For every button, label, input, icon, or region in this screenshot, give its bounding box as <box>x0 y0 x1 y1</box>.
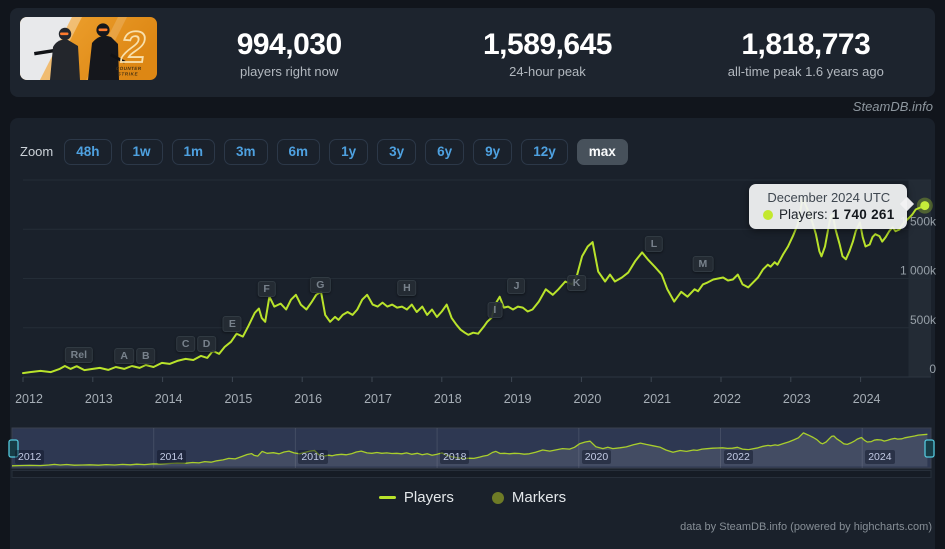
x-axis-label-2023: 2023 <box>783 392 811 406</box>
alltime-peak-value: 1,818,773 <box>741 28 871 61</box>
current-players-value: 994,030 <box>236 28 342 61</box>
navigator-label-2022: 2022 <box>723 450 753 464</box>
hovered-point-marker[interactable] <box>920 201 930 211</box>
app-header: 2 COUNTER STRIKE 994,030 players right n… <box>10 8 935 97</box>
zoom-label: Zoom <box>20 144 54 160</box>
x-axis-label-2024: 2024 <box>853 392 881 406</box>
legend-item-players[interactable]: Players <box>378 489 454 506</box>
navigator-label-2024: 2024 <box>865 450 895 464</box>
flag-marker-F[interactable]: F <box>257 280 276 297</box>
peak-24h-label: 24-hour peak <box>509 64 586 79</box>
flag-marker-D[interactable]: D <box>196 336 217 352</box>
player-stats: 994,030 players right now 1,589,645 24-h… <box>160 8 935 97</box>
game-capsule-image: 2 COUNTER STRIKE <box>20 17 157 80</box>
players-line-swatch-icon <box>378 496 396 499</box>
zoom-button-1w[interactable]: 1w <box>120 139 163 165</box>
y-axis-label-500k: 500k <box>910 313 937 327</box>
flag-marker-A[interactable]: A <box>114 347 134 364</box>
navigator-handle-left[interactable] <box>8 439 19 458</box>
y-axis-label-0: 0 <box>929 362 936 376</box>
x-axis-label-2013: 2013 <box>85 392 113 406</box>
zoom-button-6m[interactable]: 6m <box>276 139 321 165</box>
zoom-button-3m[interactable]: 3m <box>224 139 268 165</box>
flag-marker-I[interactable]: I <box>487 302 503 319</box>
legend-markers-label: Markers <box>511 489 567 506</box>
zoom-button-3y[interactable]: 3y <box>377 139 417 165</box>
flag-marker-J[interactable]: J <box>507 277 526 294</box>
x-axis-label-2018: 2018 <box>434 392 462 406</box>
chart-credits-link[interactable]: data by SteamDB.info (powered by highcha… <box>680 521 932 533</box>
tooltip-date: December 2024 UTC <box>767 190 891 205</box>
x-axis-label-2017: 2017 <box>364 392 392 406</box>
zoom-button-max[interactable]: max <box>576 139 628 165</box>
zoom-range-selector: Zoom 48h 1w 1m 3m 6m 1y 3y 6y 9y 12y max <box>20 139 628 165</box>
soldier-silhouettes <box>34 23 126 80</box>
svg-text:STRIKE: STRIKE <box>117 72 138 77</box>
navigator-label-2012: 2012 <box>15 450 45 464</box>
navigator-label-2016: 2016 <box>298 450 328 464</box>
navigator-label-2018: 2018 <box>440 450 470 464</box>
zoom-button-1y[interactable]: 1y <box>329 139 369 165</box>
zoom-button-9y[interactable]: 9y <box>473 139 513 165</box>
peak-24h-value: 1,589,645 <box>483 28 612 61</box>
navigator-label-2014: 2014 <box>156 450 187 464</box>
alltime-peak-label: all-time peak 1.6 years ago <box>727 64 884 79</box>
flag-marker-B[interactable]: B <box>136 347 156 364</box>
x-axis-label-2022: 2022 <box>713 392 741 406</box>
stat-current-players: 994,030 players right now <box>160 8 418 97</box>
x-axis-label-2012: 2012 <box>15 392 43 406</box>
chart-tooltip: December 2024 UTC Players: 1 740 261 <box>749 184 907 229</box>
zoom-button-48h[interactable]: 48h <box>64 139 112 165</box>
flag-marker-L[interactable]: L <box>644 235 664 252</box>
svg-text:COUNTER: COUNTER <box>116 66 142 71</box>
zoom-button-12y[interactable]: 12y <box>521 139 568 165</box>
y-axis-label-1000k: 1 000k <box>900 264 937 278</box>
flag-marker-E[interactable]: E <box>222 315 242 332</box>
x-axis-label-2021: 2021 <box>643 392 671 406</box>
zoom-button-1m[interactable]: 1m <box>171 139 216 165</box>
stat-24h-peak: 1,589,645 24-hour peak <box>418 8 676 97</box>
series-color-dot-icon <box>763 209 773 220</box>
x-axis-label-2015: 2015 <box>224 392 252 406</box>
tooltip-series-label: Players: <box>779 207 828 222</box>
flag-marker-H[interactable]: H <box>397 279 417 296</box>
stat-alltime-peak: 1,818,773 all-time peak 1.6 years ago <box>677 8 935 97</box>
tooltip-players-row: Players: 1 740 261 <box>763 207 895 222</box>
navigator-label-2020: 2020 <box>581 450 612 464</box>
flag-marker-Rel[interactable]: Rel <box>64 346 93 363</box>
legend-item-markers[interactable]: Markers <box>491 489 567 506</box>
navigator-handle-right[interactable] <box>924 439 935 458</box>
flag-marker-M[interactable]: M <box>692 255 714 272</box>
markers-circle-swatch-icon <box>491 491 504 504</box>
flag-marker-K[interactable]: K <box>566 274 587 291</box>
legend-players-label: Players <box>403 489 454 506</box>
chart-legend: Players Markers <box>10 489 935 506</box>
x-axis-label-2020: 2020 <box>573 392 601 406</box>
current-players-label: players right now <box>240 64 339 79</box>
zoom-button-6y[interactable]: 6y <box>425 139 465 165</box>
tooltip-players-value: 1 740 261 <box>831 207 895 222</box>
zoom-buttons-group: 48h 1w 1m 3m 6m 1y 3y 6y 9y 12y max <box>64 139 628 165</box>
flag-marker-C[interactable]: C <box>175 336 196 352</box>
x-axis-label-2019: 2019 <box>504 392 532 406</box>
flag-marker-G[interactable]: G <box>310 276 331 293</box>
x-axis-label-2016: 2016 <box>294 392 322 406</box>
x-axis-label-2014: 2014 <box>155 392 183 406</box>
steamdb-watermark: SteamDB.info <box>852 99 933 114</box>
